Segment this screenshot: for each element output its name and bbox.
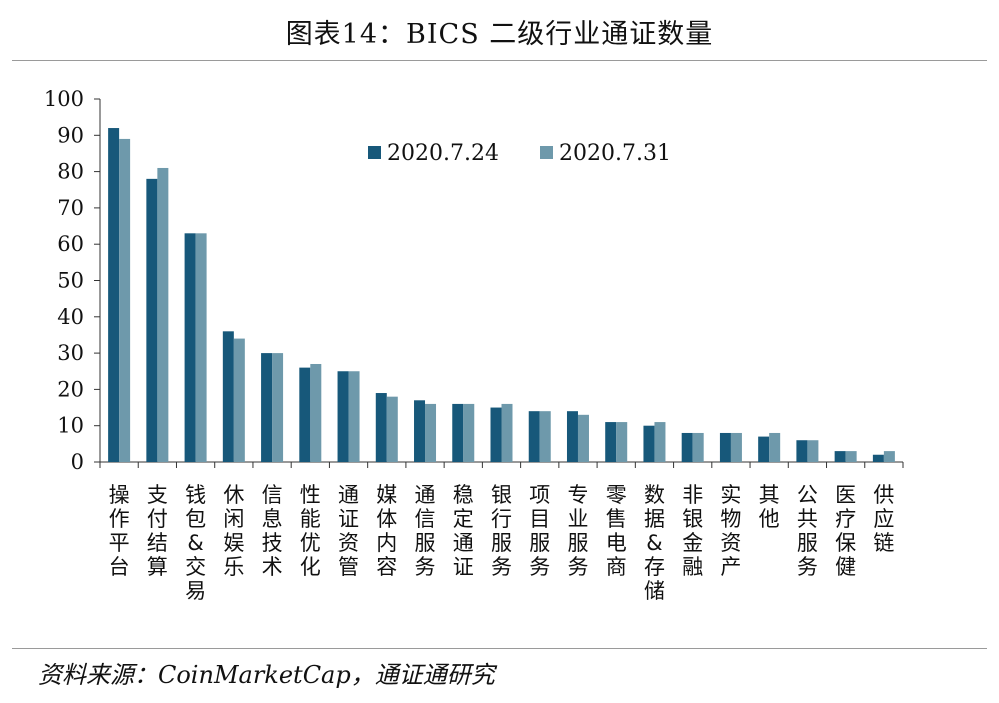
x-tick-label: 操作平台 xyxy=(109,483,130,579)
top-rule xyxy=(12,60,987,61)
bar-2020.7.31-非银金融 xyxy=(692,432,704,462)
y-tick-label: 30 xyxy=(57,341,84,365)
bar-2020.7.31-稳定通证 xyxy=(463,403,475,462)
bar-2020.7.24-信息技术 xyxy=(261,353,273,462)
x-axis-labels: 操作平台支付结算钱包&交易休闲娱乐信息技术性能优化通证资管媒体内容通信服务稳定通… xyxy=(109,483,895,603)
bar-2020.7.31-数据&存储 xyxy=(654,422,666,462)
y-tick-label: 10 xyxy=(57,414,84,438)
x-tick-label: 数据&存储 xyxy=(644,483,665,603)
y-tick-label: 70 xyxy=(57,196,84,220)
y-tick-label: 50 xyxy=(57,269,84,293)
bar-2020.7.24-其他 xyxy=(758,436,770,462)
bar-2020.7.24-通证资管 xyxy=(337,371,349,462)
x-tick-label: 实物资产 xyxy=(720,483,741,579)
legend-label: 2020.7.24 xyxy=(387,141,499,166)
chart-bars xyxy=(108,128,895,463)
bar-2020.7.24-稳定通证 xyxy=(452,403,464,462)
x-tick-label: 稳定通证 xyxy=(453,483,474,579)
chart-legend: 2020.7.24 2020.7.31 xyxy=(368,141,671,166)
y-tick-label: 60 xyxy=(57,232,84,256)
bar-2020.7.24-专业服务 xyxy=(566,411,578,462)
y-tick-label: 40 xyxy=(57,305,84,329)
bar-2020.7.31-媒体内容 xyxy=(386,396,398,462)
bar-2020.7.31-钱包&交易 xyxy=(195,233,207,462)
bar-2020.7.31-医疗保健 xyxy=(845,451,857,462)
bar-2020.7.24-非银金融 xyxy=(681,432,693,462)
y-tick-label: 90 xyxy=(57,123,84,147)
bar-2020.7.24-供应链 xyxy=(872,454,884,462)
bar-2020.7.31-休闲娱乐 xyxy=(233,338,245,462)
figure-title: 图表14：BICS 二级行业通证数量 xyxy=(285,19,714,50)
x-tick-label: 通信服务 xyxy=(415,483,436,579)
bar-2020.7.31-专业服务 xyxy=(577,414,589,462)
bar-2020.7.24-操作平台 xyxy=(108,128,120,463)
bar-2020.7.31-银行服务 xyxy=(501,403,513,462)
bar-2020.7.24-通信服务 xyxy=(414,400,426,462)
bar-2020.7.24-支付结算 xyxy=(146,178,158,463)
x-tick-label: 其他 xyxy=(759,483,780,531)
bar-2020.7.24-医疗保健 xyxy=(834,451,846,462)
bar-2020.7.31-其他 xyxy=(769,432,781,462)
bar-2020.7.24-项目服务 xyxy=(528,411,540,462)
bar-2020.7.31-信息技术 xyxy=(272,353,284,462)
x-tick-label: 供应链 xyxy=(873,483,894,555)
bar-2020.7.24-实物资产 xyxy=(719,432,731,462)
x-tick-label: 性能优化 xyxy=(300,483,321,579)
legend-swatch xyxy=(540,146,553,159)
y-tick-label: 80 xyxy=(57,160,84,184)
source-note: 资料来源：CoinMarketCap，通证通研究 xyxy=(38,661,495,689)
bar-chart: 0 10 20 30 40 50 60 70 80 90 100 操作平台支付结算钱包&交易休闲娱乐… xyxy=(44,87,904,603)
x-tick-label: 公共服务 xyxy=(797,483,818,579)
x-tick-label: 支付结算 xyxy=(147,483,168,579)
bar-2020.7.31-供应链 xyxy=(883,451,895,462)
x-tick-label: 非银金融 xyxy=(682,483,703,579)
bar-2020.7.24-数据&存储 xyxy=(643,425,655,462)
legend-label: 2020.7.31 xyxy=(559,141,671,166)
x-tick-label: 医疗保健 xyxy=(835,483,856,579)
bottom-rule xyxy=(12,648,987,649)
x-tick-label: 银行服务 xyxy=(491,483,512,579)
bar-2020.7.31-通信服务 xyxy=(425,403,437,462)
bar-2020.7.31-实物资产 xyxy=(730,432,742,462)
x-tick-label: 信息技术 xyxy=(262,483,283,579)
bar-2020.7.31-通证资管 xyxy=(348,371,360,462)
legend-swatch xyxy=(368,146,381,159)
bar-2020.7.24-钱包&交易 xyxy=(184,233,196,462)
x-tick-label: 媒体内容 xyxy=(376,483,397,579)
y-tick-label: 100 xyxy=(44,87,84,111)
bar-2020.7.31-支付结算 xyxy=(157,167,169,462)
bar-2020.7.24-休闲娱乐 xyxy=(222,331,234,462)
bar-2020.7.24-媒体内容 xyxy=(375,393,387,462)
bar-2020.7.24-零售电商 xyxy=(605,422,617,462)
bar-2020.7.31-项目服务 xyxy=(539,411,551,462)
x-tick-label: 钱包&交易 xyxy=(185,483,206,603)
bar-2020.7.24-银行服务 xyxy=(490,407,502,462)
chart-axes: 0 10 20 30 40 50 60 70 80 90 100 xyxy=(44,87,904,474)
bar-2020.7.31-操作平台 xyxy=(119,138,131,462)
y-tick-label: 20 xyxy=(57,377,84,401)
bar-2020.7.31-性能优化 xyxy=(310,363,322,462)
x-tick-label: 零售电商 xyxy=(606,483,627,579)
bar-2020.7.24-公共服务 xyxy=(796,440,808,462)
x-tick-label: 项目服务 xyxy=(529,483,550,579)
x-tick-label: 专业服务 xyxy=(567,483,588,579)
y-tick-label: 0 xyxy=(71,450,84,474)
bar-2020.7.31-零售电商 xyxy=(616,422,628,462)
bar-2020.7.31-公共服务 xyxy=(807,440,819,462)
x-tick-label: 休闲娱乐 xyxy=(223,483,244,579)
x-tick-label: 通证资管 xyxy=(338,483,359,579)
bar-2020.7.24-性能优化 xyxy=(299,367,311,462)
